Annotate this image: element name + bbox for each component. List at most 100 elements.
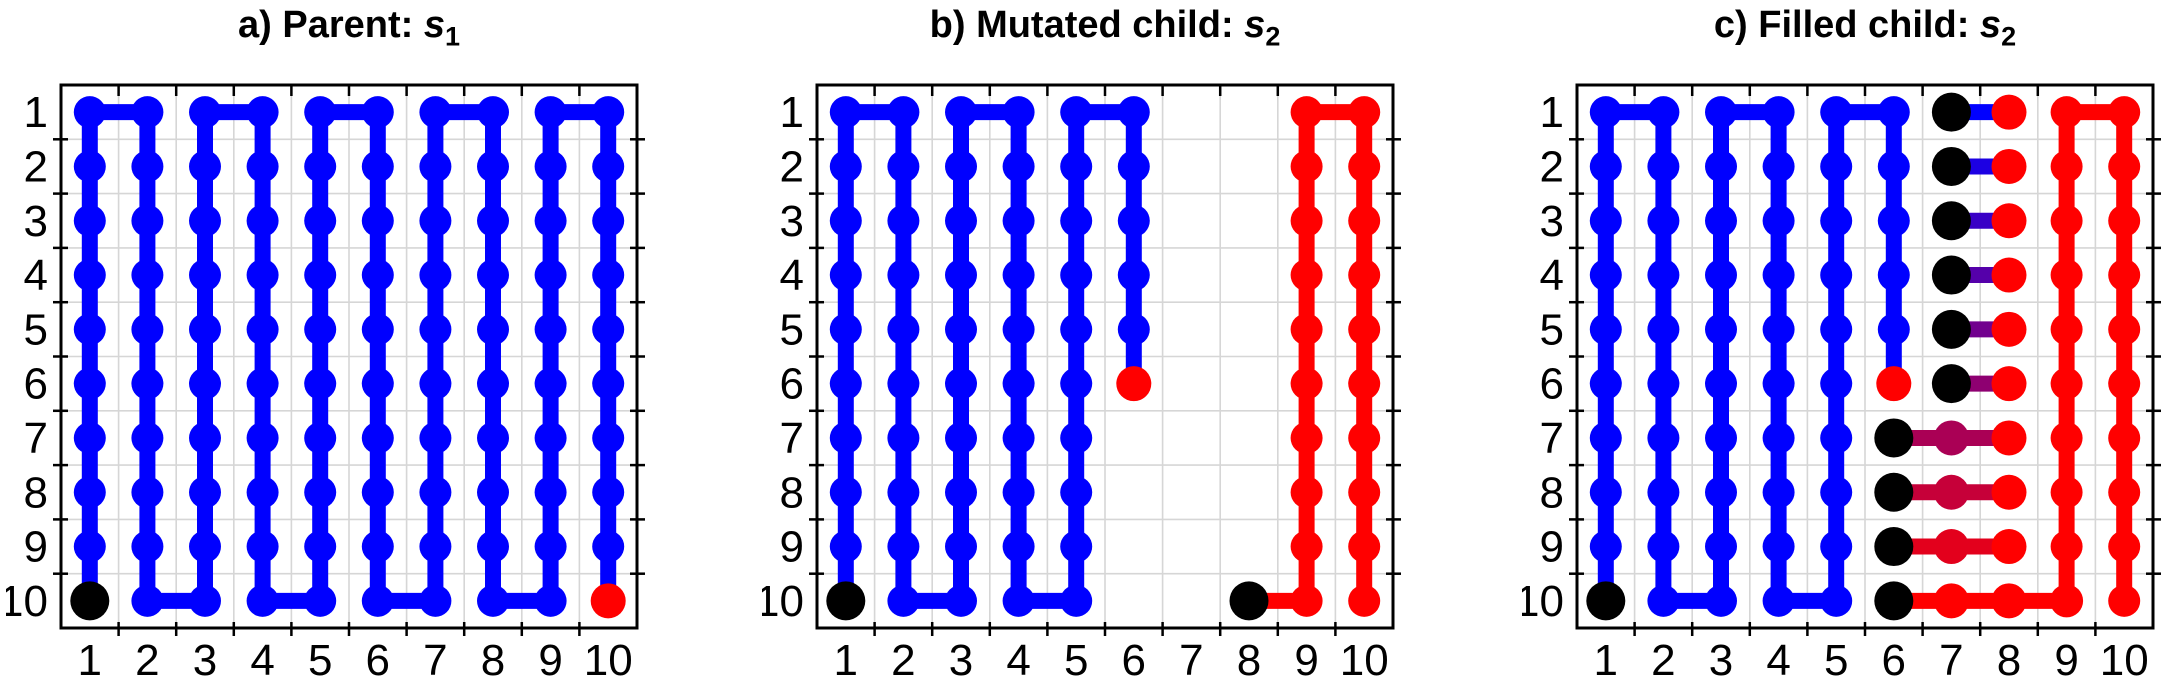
- path-node-dot: [1762, 584, 1795, 617]
- blue-end-marker: [1116, 366, 1152, 402]
- path-node-dot: [2050, 367, 2083, 400]
- path-node-dot: [1647, 96, 1680, 129]
- path-node-dot: [2050, 476, 2083, 509]
- path-node-dot: [1762, 421, 1795, 454]
- path-node-dot: [1705, 367, 1737, 400]
- path-node-dot: [945, 259, 977, 292]
- path-node-dot: [887, 584, 920, 617]
- path-node-dot: [419, 313, 452, 346]
- path-node-dot: [592, 476, 625, 509]
- x-tick-label: 9: [538, 636, 562, 685]
- y-tick-label: 10: [762, 577, 804, 626]
- path-node-dot: [1820, 367, 1853, 400]
- path-node-dot: [361, 530, 394, 563]
- path-node-dot: [361, 421, 394, 454]
- path-node-dot: [1060, 96, 1093, 129]
- path-node-dot: [131, 367, 164, 400]
- path-node-dot: [1589, 204, 1622, 237]
- fill-end-marker: [1991, 366, 2027, 402]
- path-node-dot: [1290, 313, 1323, 346]
- path-node-dot: [829, 150, 862, 183]
- y-tick-label: 9: [780, 523, 804, 572]
- y-tick-label: 1: [24, 88, 48, 137]
- path-node-dot: [1820, 421, 1853, 454]
- x-tick-label: 8: [1997, 636, 2021, 685]
- path-node-dot: [189, 204, 221, 237]
- path-node-dot: [1589, 313, 1622, 346]
- path-node-dot: [419, 421, 452, 454]
- path-node-dot: [246, 204, 279, 237]
- path-node-dot: [189, 367, 221, 400]
- path-node-dot: [1002, 421, 1035, 454]
- path-node-dot: [1820, 204, 1853, 237]
- path-node-dot: [534, 584, 567, 617]
- fill-start-marker: [1931, 309, 1971, 349]
- path-node-dot: [304, 421, 337, 454]
- path-node-dot: [304, 367, 337, 400]
- panel-filled-child: c) Filled child: s2 1 2 3 4 5 6 7 8 9 10 1 2 3 4 5 6 7 8 9…: [1522, 0, 2170, 688]
- y-tick-label: 5: [780, 305, 804, 354]
- path-node-dot: [829, 313, 862, 346]
- x-tick-label: 6: [1122, 636, 1146, 685]
- path-node-dot: [1290, 476, 1323, 509]
- path-node-dot: [1060, 584, 1093, 617]
- path-node-dot: [1762, 259, 1795, 292]
- path-node-dot: [1820, 150, 1853, 183]
- path-node-dot: [1647, 367, 1680, 400]
- path-node-dot: [592, 313, 625, 346]
- path-node-dot: [887, 150, 920, 183]
- path-node-dot: [131, 150, 164, 183]
- path-node-dot: [829, 259, 862, 292]
- path-node-dot: [1705, 150, 1737, 183]
- path-node-dot: [534, 313, 567, 346]
- path-node-dot: [1877, 96, 1910, 129]
- path-node-dot: [2050, 421, 2083, 454]
- path-node-dot: [1060, 530, 1093, 563]
- x-tick-label: 3: [949, 636, 973, 685]
- blue-end-marker: [1876, 366, 1912, 402]
- path-node-dot: [945, 584, 977, 617]
- path-node-dot: [361, 313, 394, 346]
- y-tick-label: 7: [1540, 414, 1564, 463]
- path-node-dot: [304, 259, 337, 292]
- panel-b-title: b) Mutated child: s2: [817, 4, 1393, 56]
- path-node-dot: [1002, 584, 1035, 617]
- path-node-dot: [945, 367, 977, 400]
- path-node-dot: [534, 476, 567, 509]
- path-node-dot: [246, 150, 279, 183]
- path-node-dot: [2108, 367, 2141, 400]
- path-node-dot: [1348, 367, 1381, 400]
- panel-c-title-variable: s: [1979, 4, 2002, 46]
- path-node-dot: [1705, 204, 1737, 237]
- y-tick-label: 10: [1522, 577, 1564, 626]
- y-tick-label: 4: [780, 251, 804, 300]
- path-node-dot: [2050, 530, 2083, 563]
- path-node-dot: [477, 584, 509, 617]
- path-node-dot: [945, 530, 977, 563]
- path-node-dot: [189, 313, 221, 346]
- path-node-dot: [1762, 530, 1795, 563]
- path-node-dot: [131, 476, 164, 509]
- path-node-dot: [829, 476, 862, 509]
- path-node-dot: [534, 96, 567, 129]
- axes-border: [1575, 83, 2155, 630]
- path-node-dot: [1820, 96, 1853, 129]
- path-node-dot: [592, 96, 625, 129]
- path-node-dot: [73, 313, 106, 346]
- path-node-dot: [1002, 96, 1035, 129]
- path-node-dot: [361, 584, 394, 617]
- path-node-dot: [1117, 150, 1150, 183]
- fill-end-marker: [1991, 474, 2027, 510]
- x-tick-label: 7: [1179, 636, 1203, 685]
- path-node-dot: [304, 96, 337, 129]
- y-tick-label: 1: [1540, 88, 1564, 137]
- path-node-dot: [477, 150, 509, 183]
- path-node-dot: [2108, 476, 2141, 509]
- path-node-dot: [1705, 584, 1737, 617]
- path-node-dot: [887, 204, 920, 237]
- path-node-dot: [477, 476, 509, 509]
- path-node-dot: [304, 584, 337, 617]
- path-node-dot: [246, 259, 279, 292]
- path-node-dot: [2108, 204, 2141, 237]
